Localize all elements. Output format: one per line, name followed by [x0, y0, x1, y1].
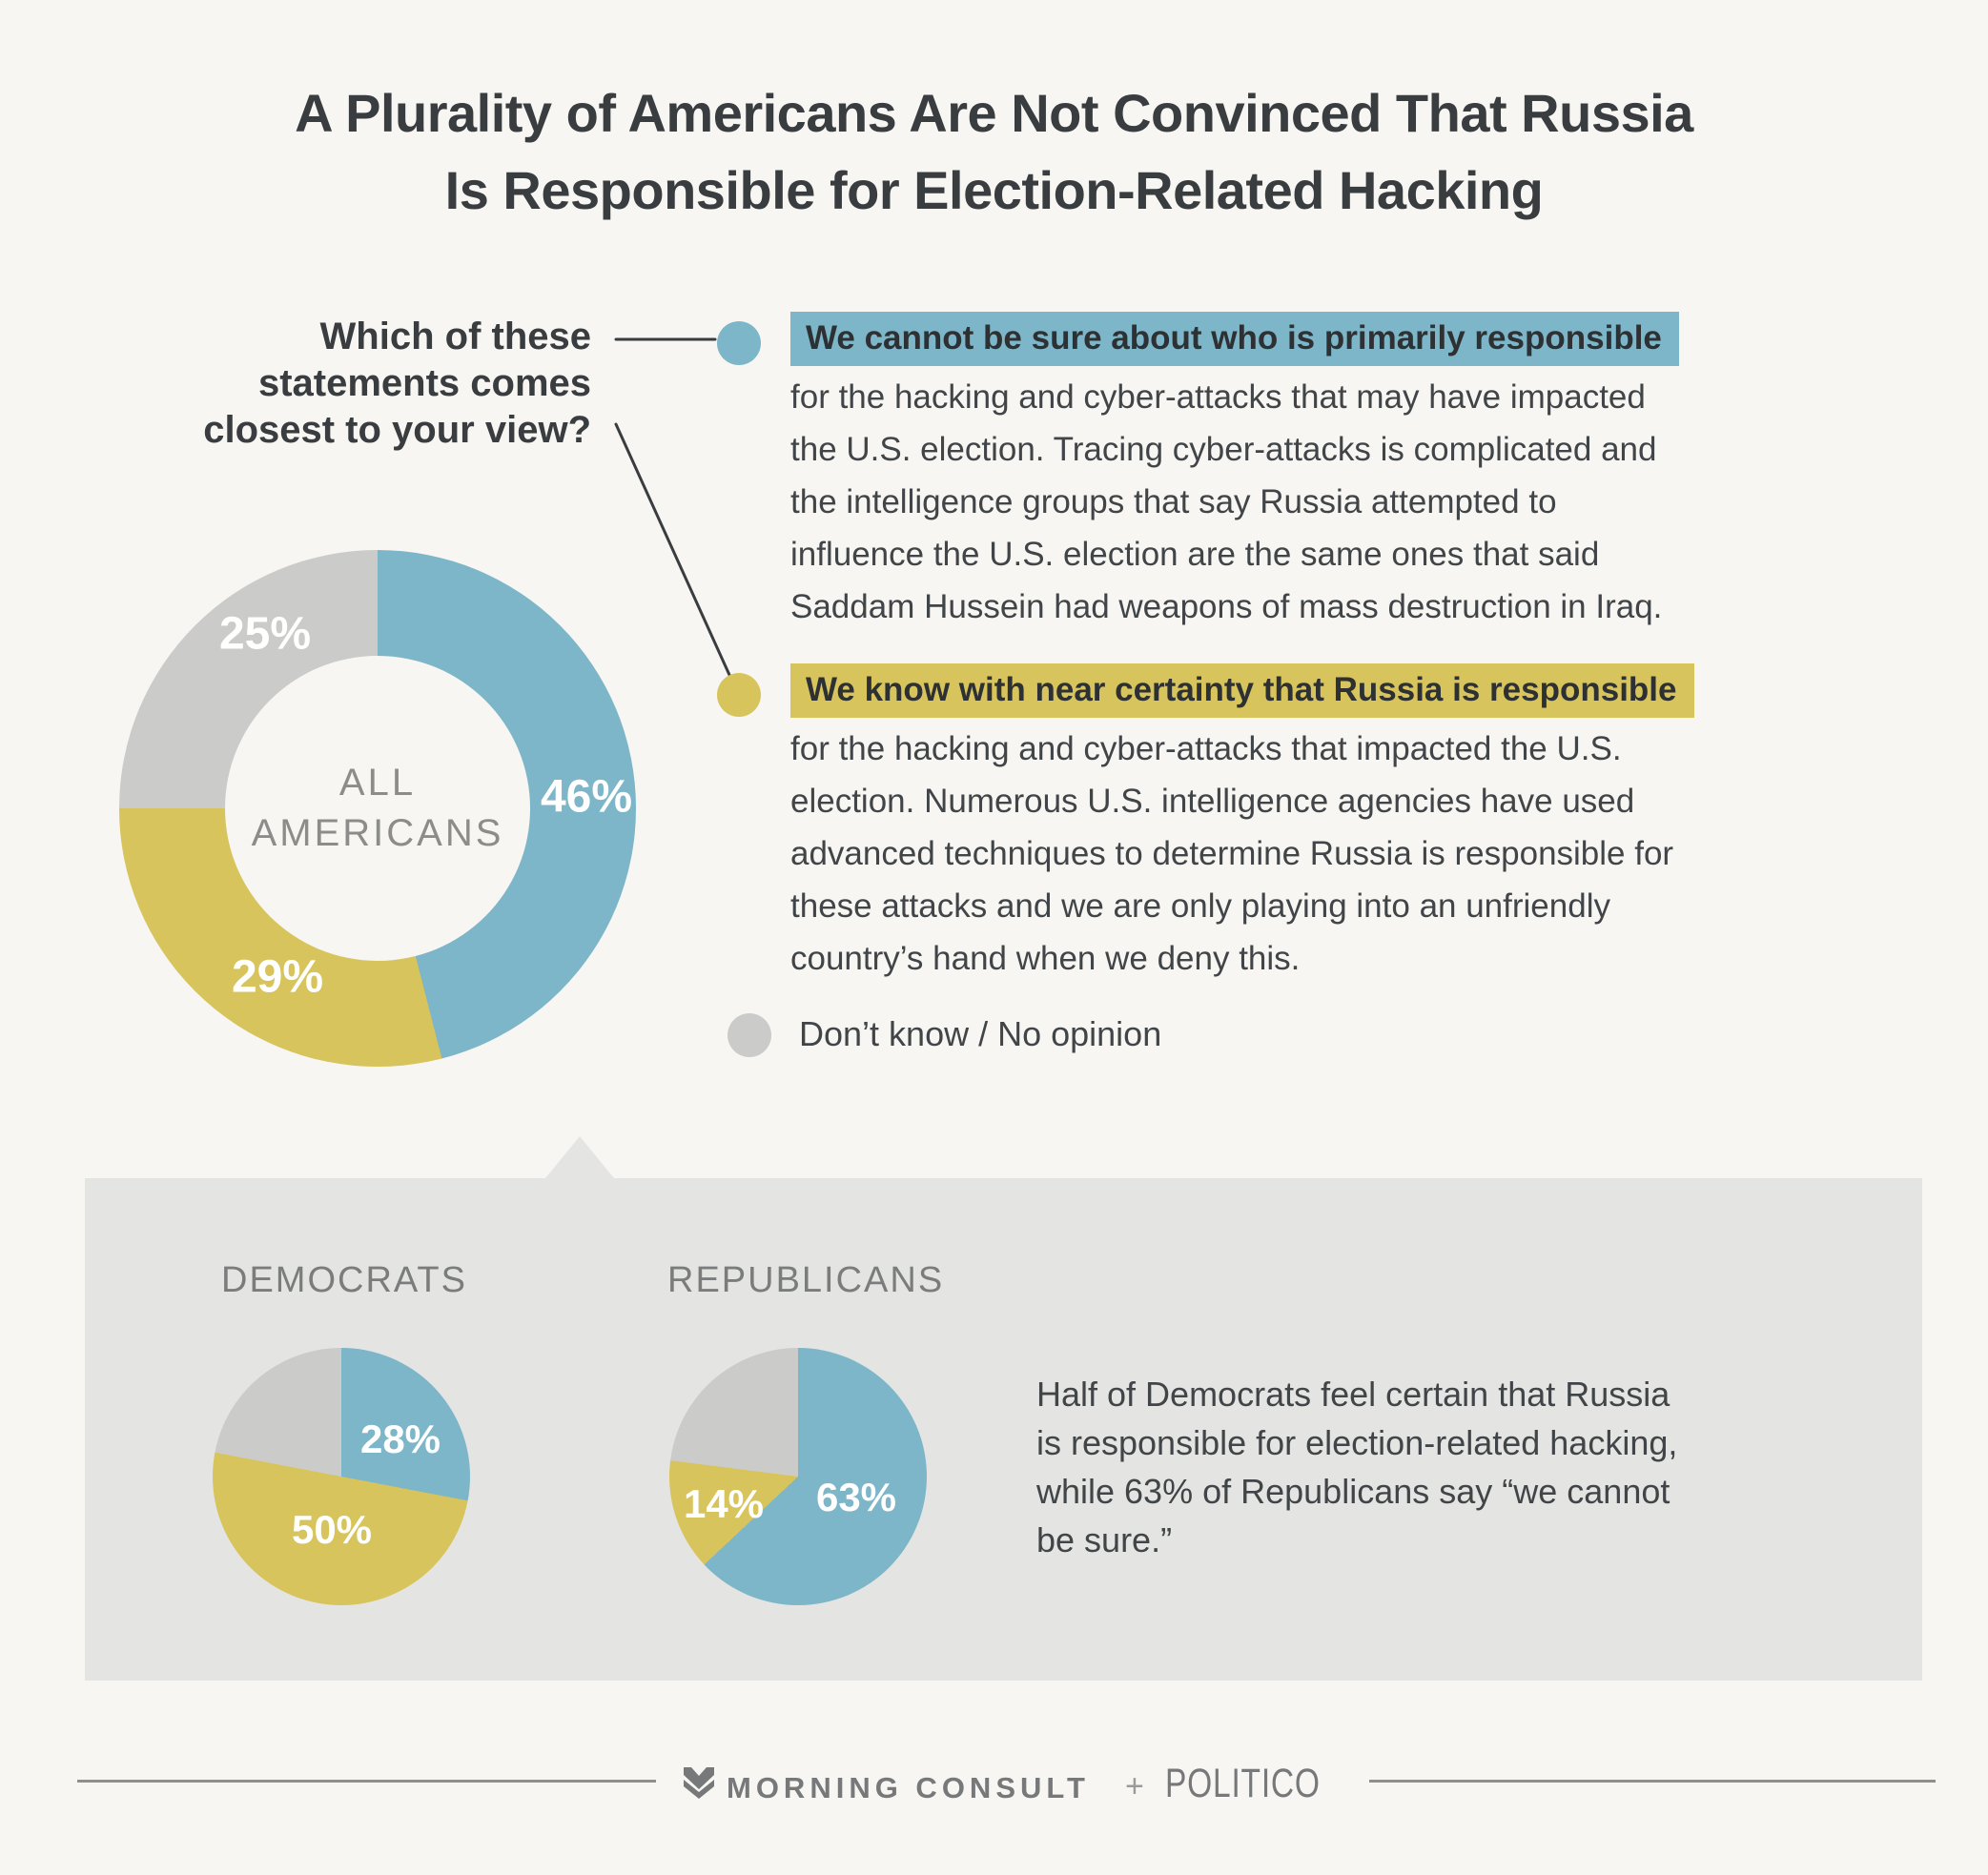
legend-bullet-near-certainty-icon — [717, 673, 761, 717]
statement-body-line: these attacks and we are only playing in… — [790, 887, 1610, 925]
morning-consult-wordmark: MORNING CONSULT — [727, 1771, 1090, 1804]
panel-notch — [545, 1136, 614, 1178]
statement-cannot-be-sure: We cannot be sure about who is primarily… — [790, 312, 1916, 633]
statement-body-line: influence the U.S. election are the same… — [790, 536, 1600, 573]
statement-body-line: for the hacking and cyber-attacks that i… — [790, 730, 1622, 767]
footer-plus: + — [1125, 1768, 1144, 1804]
donut-value-cannot-be-sure: 46% — [540, 771, 633, 823]
panel-note: Half of Democrats feel certain that Russ… — [1036, 1370, 1677, 1564]
statement-near-certainty-body: for the hacking and cyber-attacks that i… — [790, 723, 1916, 985]
donut-chart-all-americans: ALL AMERICANS 46% 29% 25% — [119, 550, 636, 1067]
panel-note-line: Half of Democrats feel certain that Russ… — [1036, 1375, 1670, 1414]
republicans-label: REPUBLICANS — [667, 1260, 945, 1300]
survey-question-line3: closest to your view? — [203, 409, 591, 451]
connector-line-yellow — [614, 422, 731, 677]
panel-note-line: while 63% of Republicans say “we cannot — [1036, 1472, 1670, 1511]
page-title-line2: Is Responsible for Election-Related Hack… — [444, 160, 1544, 220]
page-title-line1: A Plurality of Americans Are Not Convinc… — [295, 83, 1693, 143]
donut-hole: ALL AMERICANS — [225, 656, 530, 961]
republicans-value-cannot-be-sure: 63% — [815, 1475, 897, 1519]
statement-near-certainty-highlight: We know with near certainty that Russia … — [790, 663, 1694, 718]
politico-wordmark: POLITICO — [1165, 1761, 1321, 1806]
connector-lines — [614, 337, 731, 677]
legend-bullet-cannot-be-sure-icon — [717, 321, 761, 365]
statement-body-line: for the hacking and cyber-attacks that m… — [790, 378, 1646, 416]
pie-chart-democrats: 28% 50% — [213, 1348, 470, 1605]
republicans-value-near-certainty: 14% — [683, 1481, 765, 1526]
statement-cannot-be-sure-highlight: We cannot be sure about who is primarily… — [790, 312, 1679, 366]
legend-bullet-dont-know-icon — [728, 1013, 771, 1057]
footer-rule-left — [77, 1780, 656, 1783]
statement-dont-know: Don’t know / No opinion — [799, 1014, 1162, 1053]
morning-consult-logo-icon — [684, 1767, 714, 1799]
panel-note-line: is responsible for election-related hack… — [1036, 1423, 1678, 1462]
survey-question-line1: Which of these — [319, 316, 591, 357]
statement-body-line: advanced techniques to determine Russia … — [790, 835, 1674, 872]
democrats-value-cannot-be-sure: 28% — [359, 1416, 441, 1461]
footer-rule-right — [1369, 1780, 1936, 1783]
donut-center-line1: ALL — [338, 762, 417, 804]
statement-body-line: the intelligence groups that say Russia … — [790, 483, 1557, 520]
statement-cannot-be-sure-body: for the hacking and cyber-attacks that m… — [790, 371, 1916, 633]
survey-question-line2: statements comes — [257, 362, 591, 404]
democrats-label: DEMOCRATS — [221, 1260, 467, 1300]
statement-near-certainty: We know with near certainty that Russia … — [790, 663, 1916, 985]
pie-chart-republicans: 63% 14% — [669, 1348, 927, 1605]
donut-center-line2: AMERICANS — [251, 812, 504, 854]
statement-body-line: election. Numerous U.S. intelligence age… — [790, 783, 1635, 820]
survey-question: Which of these statements comes closest … — [133, 314, 591, 454]
donut-center-label: ALL AMERICANS — [252, 758, 504, 859]
donut-value-near-certainty: 29% — [231, 951, 324, 1003]
panel-note-line: be sure.” — [1036, 1520, 1173, 1559]
statement-body-line: the U.S. election. Tracing cyber-attacks… — [790, 431, 1657, 468]
donut-value-dont-know: 25% — [218, 608, 312, 660]
statement-body-line: country’s hand when we deny this. — [790, 940, 1301, 977]
page-title: A Plurality of Americans Are Not Convinc… — [0, 74, 1988, 229]
statement-body-line: Saddam Hussein had weapons of mass destr… — [790, 588, 1663, 625]
democrats-value-near-certainty: 50% — [291, 1507, 373, 1552]
